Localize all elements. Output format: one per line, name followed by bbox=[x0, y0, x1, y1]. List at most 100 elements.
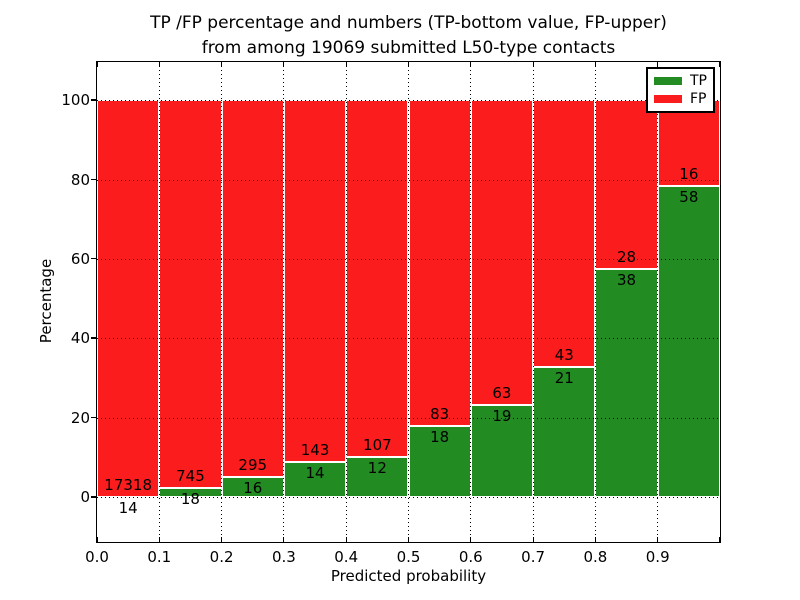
annotation-tp-count-6: 19 bbox=[492, 407, 512, 426]
y-tick-left-80 bbox=[91, 178, 96, 181]
x-axis-label: Predicted probability bbox=[330, 567, 487, 585]
bar-segment-fp-8 bbox=[595, 100, 658, 269]
x-tick-top-4 bbox=[345, 62, 347, 67]
x-tick-label-0.4: 0.4 bbox=[334, 548, 359, 566]
x-tick-top-2 bbox=[221, 62, 223, 67]
annotation-tp-count-2: 16 bbox=[243, 478, 263, 497]
legend-row-fp: FP bbox=[654, 92, 707, 106]
y-tick-left-20 bbox=[91, 416, 96, 419]
x-tick-label-0.0: 0.0 bbox=[85, 548, 109, 566]
legend-label-fp: FP bbox=[690, 91, 707, 107]
gridline-x-0.7 bbox=[532, 62, 534, 542]
bar-segment-fp-1 bbox=[159, 100, 222, 488]
x-tick-bottom-0 bbox=[96, 537, 98, 542]
x-tick-bottom-9 bbox=[657, 537, 659, 542]
annotation-tp-count-0: 14 bbox=[118, 498, 138, 517]
annotation-tp-count-4: 12 bbox=[367, 459, 387, 478]
legend-row-tp: TP bbox=[654, 74, 707, 88]
gridline-x-0.9 bbox=[657, 62, 659, 542]
bar-segment-tp-3 bbox=[283, 461, 347, 498]
bar-segment-fp-7 bbox=[533, 100, 596, 367]
y-tick-label-20: 20 bbox=[70, 408, 90, 427]
bar-segment-fp-6 bbox=[470, 100, 534, 406]
y-tick-label-0: 0 bbox=[80, 488, 90, 507]
x-tick-label-0.8: 0.8 bbox=[583, 548, 608, 566]
bar-segment-tp-7 bbox=[533, 366, 596, 498]
bar-segment-fp-4 bbox=[346, 100, 409, 458]
bar-segment-fp-2 bbox=[221, 100, 284, 477]
x-tick-top-5 bbox=[408, 62, 409, 67]
gridline-x-0.4 bbox=[345, 62, 347, 542]
annotation-tp-count-9: 58 bbox=[679, 187, 699, 206]
x-tick-top-3 bbox=[283, 62, 285, 67]
plot-area: 17318 14 745 18 295 16 143 14 107 12 83 18 63 19 43 21 2… bbox=[96, 61, 721, 543]
x-tick-bottom-5 bbox=[408, 537, 409, 542]
x-tick-label-0.7: 0.7 bbox=[521, 548, 546, 566]
bar-segment-tp-1 bbox=[159, 487, 222, 498]
chart-title-line1: TP /FP percentage and numbers (TP-bottom… bbox=[150, 13, 667, 33]
y-tick-label-60: 60 bbox=[70, 249, 90, 268]
y-tick-label-40: 40 bbox=[70, 329, 90, 348]
chart-title-line2: from among 19069 submitted L50-type cont… bbox=[201, 38, 616, 58]
x-tick-bottom-6 bbox=[470, 537, 472, 542]
gridline-x-0.1 bbox=[158, 62, 160, 542]
annotation-fp-count-7: 43 bbox=[554, 345, 574, 364]
bar-segment-fp-3 bbox=[283, 100, 347, 462]
x-tick-top-6 bbox=[470, 62, 472, 67]
gridline-x-0.2 bbox=[221, 62, 223, 542]
annotation-tp-count-1: 18 bbox=[180, 489, 200, 508]
x-tick-top-9 bbox=[657, 62, 659, 67]
annotation-tp-count-8: 38 bbox=[617, 270, 637, 289]
x-tick-top-1 bbox=[158, 62, 160, 67]
x-tick-top-0 bbox=[96, 62, 98, 67]
gridline-x-0.6 bbox=[470, 62, 472, 542]
bar-segment-tp-6 bbox=[470, 405, 534, 498]
x-tick-bottom-1 bbox=[158, 537, 160, 542]
x-tick-top-10 bbox=[718, 62, 720, 67]
x-tick-bottom-7 bbox=[532, 537, 534, 542]
x-tick-bottom-2 bbox=[221, 537, 223, 542]
gridline-x-0.5 bbox=[408, 62, 409, 542]
bar-segment-tp-5 bbox=[408, 426, 471, 498]
y-tick-label-100: 100 bbox=[61, 91, 90, 110]
bar-segment-fp-0 bbox=[97, 100, 160, 497]
bar-segment-tp-8 bbox=[595, 268, 658, 498]
y-tick-label-80: 80 bbox=[70, 170, 90, 189]
gridline-x-0.3 bbox=[283, 62, 285, 542]
legend-label-tp: TP bbox=[690, 73, 707, 89]
x-tick-bottom-8 bbox=[594, 537, 596, 542]
gridline-x-0.8 bbox=[594, 62, 596, 542]
x-tick-label-0.5: 0.5 bbox=[396, 548, 421, 566]
x-tick-bottom-3 bbox=[283, 537, 285, 542]
annotation-tp-count-7: 21 bbox=[554, 368, 574, 387]
annotation-fp-count-4: 107 bbox=[363, 436, 392, 455]
y-tick-left-100 bbox=[91, 99, 96, 101]
x-tick-top-8 bbox=[594, 62, 596, 67]
annotation-fp-count-1: 745 bbox=[176, 466, 205, 485]
annotation-fp-count-9: 16 bbox=[679, 164, 699, 183]
x-tick-label-0.9: 0.9 bbox=[645, 548, 670, 566]
x-tick-top-7 bbox=[532, 62, 534, 67]
x-tick-bottom-10 bbox=[718, 537, 720, 542]
chart-title: TP /FP percentage and numbers (TP-bottom… bbox=[96, 11, 721, 61]
bar-segment-fp-5 bbox=[408, 100, 471, 427]
legend-box: TP FP bbox=[646, 67, 715, 113]
bar-segment-fp-9 bbox=[657, 100, 720, 186]
bar-segment-tp-4 bbox=[346, 457, 409, 498]
bar-segment-tp-9 bbox=[657, 185, 720, 498]
x-tick-label-0.1: 0.1 bbox=[147, 548, 172, 566]
y-tick-left-60 bbox=[91, 257, 96, 260]
x-tick-bottom-4 bbox=[345, 537, 347, 542]
annotation-tp-count-5: 18 bbox=[430, 428, 450, 447]
annotation-fp-count-5: 83 bbox=[430, 405, 450, 424]
x-tick-label-0.2: 0.2 bbox=[209, 548, 234, 566]
legend-swatch-tp bbox=[654, 77, 682, 85]
x-tick-label-0.3: 0.3 bbox=[271, 548, 296, 566]
annotation-fp-count-8: 28 bbox=[617, 247, 637, 266]
annotation-fp-count-2: 295 bbox=[238, 455, 268, 474]
x-tick-label-0.6: 0.6 bbox=[458, 548, 483, 566]
annotation-fp-count-3: 143 bbox=[300, 440, 330, 459]
y-tick-left-0 bbox=[91, 496, 96, 498]
legend-swatch-fp bbox=[654, 95, 682, 103]
